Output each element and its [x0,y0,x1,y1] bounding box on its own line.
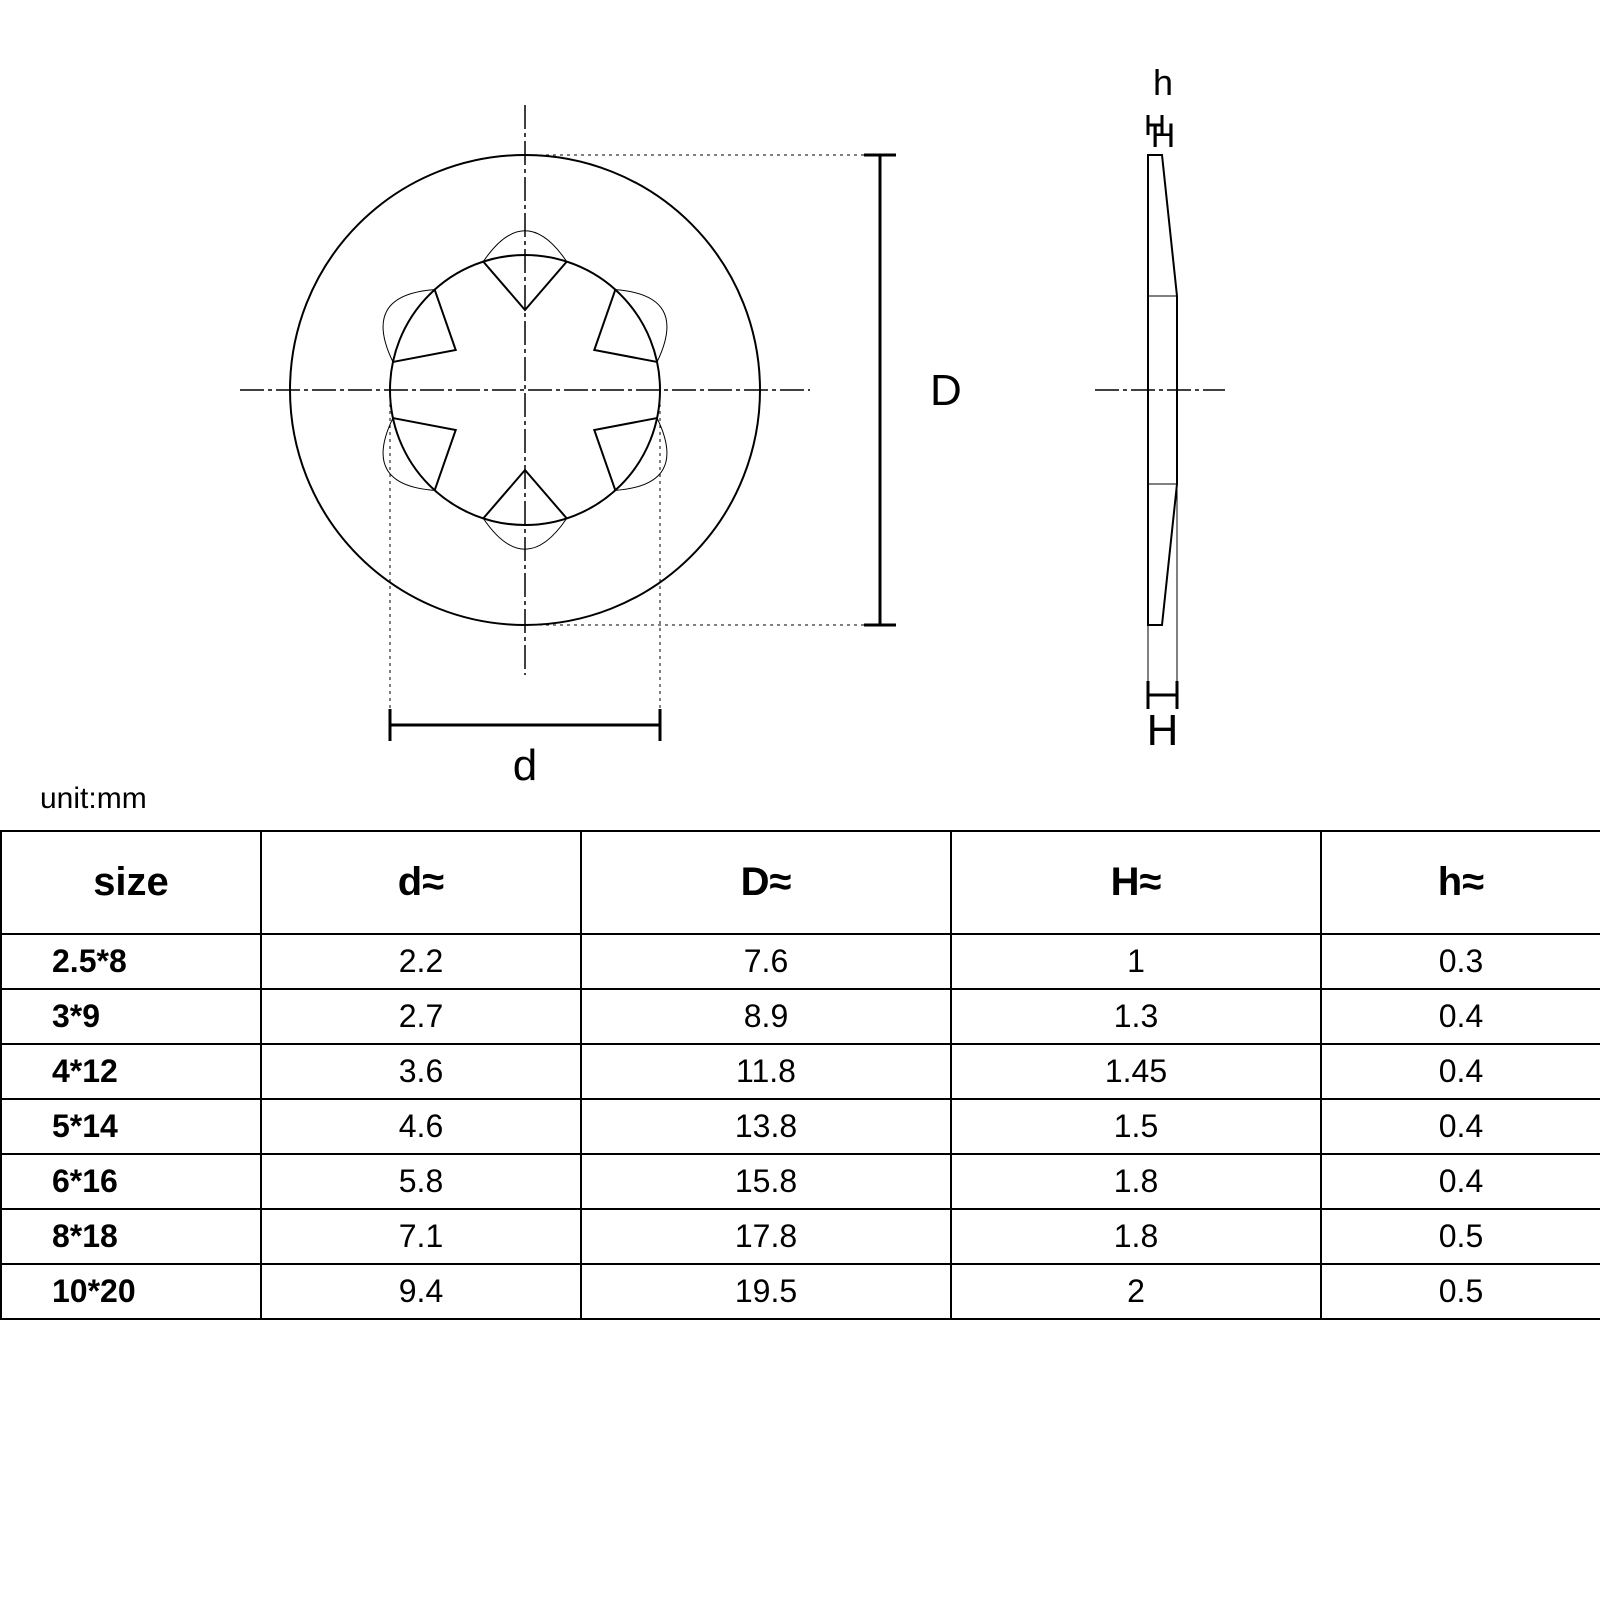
cell-value: 0.5 [1321,1264,1600,1319]
cell-size: 10*20 [1,1264,261,1319]
cell-value: 7.1 [261,1209,581,1264]
cell-value: 1.5 [951,1099,1321,1154]
col-H: H≈ [951,831,1321,934]
cell-value: 1.45 [951,1044,1321,1099]
cell-size: 6*16 [1,1154,261,1209]
table-row: 2.5*82.27.610.3 [1,934,1600,989]
col-D: D≈ [581,831,951,934]
cell-value: 2 [951,1264,1321,1319]
table-row: 4*123.611.81.450.4 [1,1044,1600,1099]
cell-value: 1.8 [951,1209,1321,1264]
page: DdhHH unit:mm size d≈ D≈ H≈ h≈ 2.5*82.27… [0,0,1600,1600]
col-h: h≈ [1321,831,1600,934]
cell-value: 0.4 [1321,1044,1600,1099]
table-row: 3*92.78.91.30.4 [1,989,1600,1044]
col-size: size [1,831,261,934]
dimensions-table: size d≈ D≈ H≈ h≈ 2.5*82.27.610.33*92.78.… [0,830,1600,1320]
cell-value: 11.8 [581,1044,951,1099]
table-row: 10*209.419.520.5 [1,1264,1600,1319]
cell-value: 0.4 [1321,1099,1600,1154]
table-header-row: size d≈ D≈ H≈ h≈ [1,831,1600,934]
technical-diagram: DdhHH [0,0,1600,800]
cell-value: 7.6 [581,934,951,989]
cell-size: 4*12 [1,1044,261,1099]
cell-size: 2.5*8 [1,934,261,989]
cell-size: 8*18 [1,1209,261,1264]
spec-table: size d≈ D≈ H≈ h≈ 2.5*82.27.610.33*92.78.… [0,830,1600,1320]
table-row: 5*144.613.81.50.4 [1,1099,1600,1154]
table-row: 8*187.117.81.80.5 [1,1209,1600,1264]
cell-value: 3.6 [261,1044,581,1099]
cell-value: 2.2 [261,934,581,989]
cell-value: 0.4 [1321,989,1600,1044]
svg-text:H: H [1147,706,1179,755]
cell-value: 17.8 [581,1209,951,1264]
cell-value: 19.5 [581,1264,951,1319]
cell-value: 15.8 [581,1154,951,1209]
cell-size: 5*14 [1,1099,261,1154]
cell-value: 1.3 [951,989,1321,1044]
table-row: 6*165.815.81.80.4 [1,1154,1600,1209]
cell-value: 4.6 [261,1099,581,1154]
svg-text:D: D [930,366,962,415]
svg-text:d: d [513,741,537,790]
cell-value: 8.9 [581,989,951,1044]
svg-text:H: H [1151,117,1176,155]
cell-value: 1 [951,934,1321,989]
cell-value: 2.7 [261,989,581,1044]
cell-value: 9.4 [261,1264,581,1319]
col-d: d≈ [261,831,581,934]
svg-text:h: h [1153,62,1173,103]
cell-size: 3*9 [1,989,261,1044]
cell-value: 0.3 [1321,934,1600,989]
cell-value: 13.8 [581,1099,951,1154]
cell-value: 0.4 [1321,1154,1600,1209]
cell-value: 1.8 [951,1154,1321,1209]
cell-value: 5.8 [261,1154,581,1209]
unit-label: unit:mm [40,782,147,816]
cell-value: 0.5 [1321,1209,1600,1264]
